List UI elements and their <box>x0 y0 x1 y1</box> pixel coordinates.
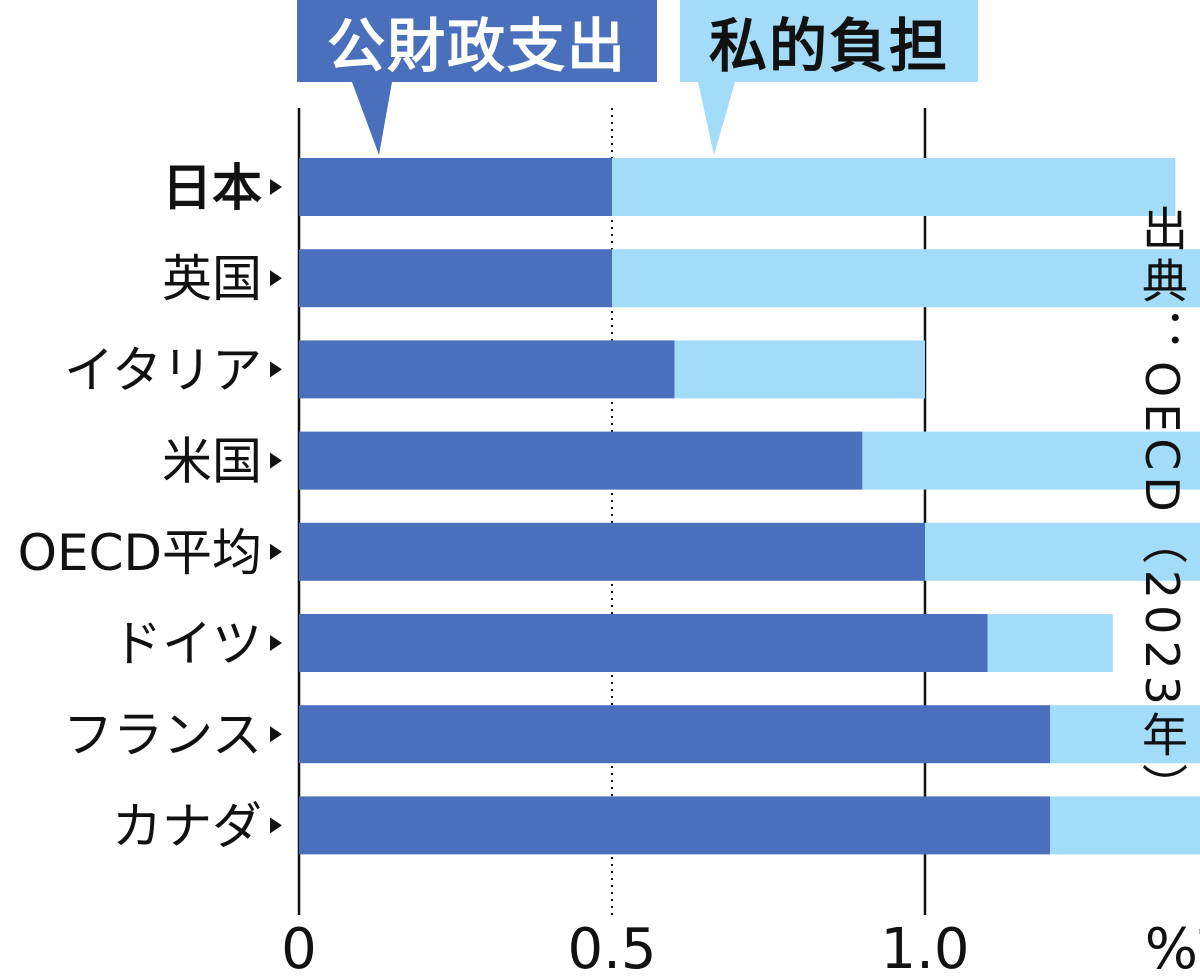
category-pointer-icon <box>270 543 282 560</box>
x-tick-label: 0.5 <box>567 917 656 978</box>
bar-private-burden <box>925 522 1200 581</box>
x-tick-label: 1.0 <box>880 917 969 978</box>
bar-public-spending <box>299 705 1051 764</box>
bar-private-burden <box>1050 796 1200 855</box>
category-label: 英国 <box>162 250 262 308</box>
bar-private-burden <box>612 158 1176 216</box>
source-note: 出典：OECD（2023年） <box>1135 205 1189 815</box>
category-label: 米国 <box>162 433 262 491</box>
category-pointer-icon <box>270 817 282 834</box>
legend-public-pointer <box>352 82 392 155</box>
bar-private-burden <box>987 614 1113 672</box>
bar-private-burden <box>674 340 925 399</box>
category-label: 日本 <box>162 159 262 217</box>
bar-private-burden <box>1050 705 1200 764</box>
bar-public-spending <box>299 340 675 399</box>
category-label: カナダ <box>112 797 262 855</box>
x-tick-label: 0 <box>281 917 317 978</box>
x-tick-label: 1.5 <box>1193 917 1200 978</box>
category-pointer-icon <box>270 270 282 287</box>
bar-public-spending <box>299 796 1051 855</box>
category-pointer-icon <box>270 726 282 743</box>
category-label: フランス <box>63 706 262 764</box>
category-label: イタリア <box>64 341 262 399</box>
bar-private-burden <box>612 249 1200 308</box>
bar-private-burden <box>862 431 1200 490</box>
bar-public-spending <box>299 614 988 672</box>
category-pointer-icon <box>270 179 282 195</box>
bar-public-spending <box>299 249 612 308</box>
category-label: ドイツ <box>112 615 262 673</box>
bar-public-spending <box>299 158 612 216</box>
x-unit-label: % <box>1145 917 1198 978</box>
category-pointer-icon <box>270 635 282 651</box>
bar-public-spending <box>299 522 925 581</box>
legend-private-pointer <box>698 82 735 155</box>
legend-public-spending: 公財政支出 <box>297 0 657 82</box>
category-label: OECD平均 <box>18 524 262 582</box>
category-pointer-icon <box>270 361 282 378</box>
bar-public-spending <box>299 431 863 490</box>
category-pointer-icon <box>270 452 282 469</box>
legend-private-burden: 私的負担 <box>680 0 978 82</box>
